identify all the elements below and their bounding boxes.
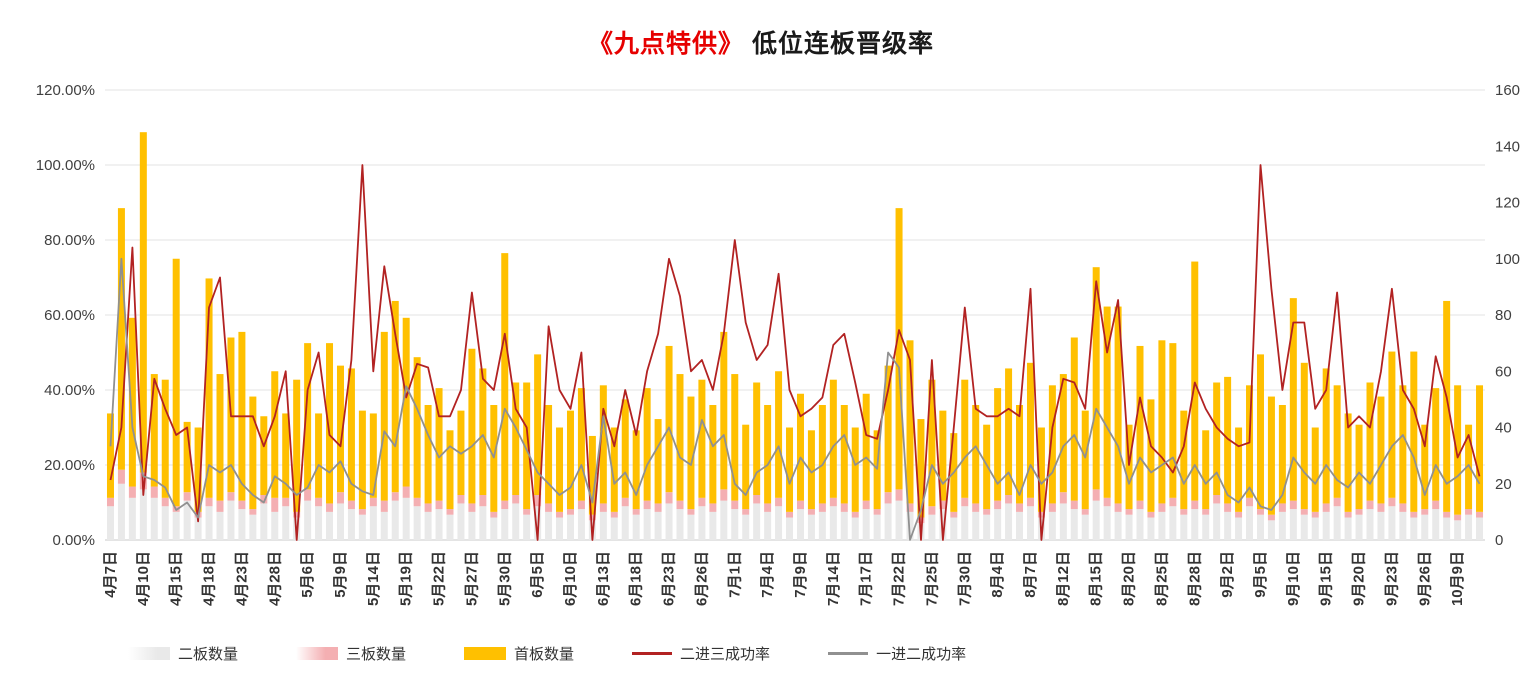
line-series-一进二成功率 xyxy=(109,257,1481,541)
svg-text:0: 0 xyxy=(1495,532,1503,549)
gridlines xyxy=(105,89,1485,541)
bar-series-首板数量 xyxy=(106,132,1484,518)
svg-text:4月15日: 4月15日 xyxy=(168,551,185,606)
svg-text:120.00%: 120.00% xyxy=(36,82,95,99)
right-axis-tick-labels: 160 140 120 100 80 60 40 20 0 xyxy=(1495,82,1520,549)
svg-text:60: 60 xyxy=(1495,363,1512,380)
legend-bar-swatch xyxy=(128,647,170,660)
legend-item-首板数量: 首板数量 xyxy=(464,643,574,664)
svg-text:160: 160 xyxy=(1495,82,1520,99)
legend-bar-swatch xyxy=(464,647,507,660)
svg-text:20.00%: 20.00% xyxy=(44,457,95,474)
legend-label: 二进三成功率 xyxy=(680,646,771,663)
svg-text:10月9日: 10月9日 xyxy=(1449,551,1466,606)
svg-text:5月14日: 5月14日 xyxy=(365,551,382,606)
svg-text:9月26日: 9月26日 xyxy=(1416,551,1433,606)
legend-line-swatch xyxy=(828,652,869,655)
legend-bar-swatch xyxy=(296,647,339,660)
svg-text:100.00%: 100.00% xyxy=(36,157,95,174)
svg-text:8月20日: 8月20日 xyxy=(1121,551,1138,606)
svg-text:40: 40 xyxy=(1495,420,1512,437)
svg-text:100: 100 xyxy=(1495,251,1520,268)
svg-text:8月25日: 8月25日 xyxy=(1153,551,1170,606)
svg-text:5月9日: 5月9日 xyxy=(332,551,349,598)
svg-text:0.00%: 0.00% xyxy=(52,532,95,549)
svg-text:7月22日: 7月22日 xyxy=(891,551,908,606)
svg-text:6月13日: 6月13日 xyxy=(595,551,612,606)
svg-text:120: 120 xyxy=(1495,195,1520,212)
svg-text:7月14日: 7月14日 xyxy=(825,551,842,606)
svg-text:7月9日: 7月9日 xyxy=(792,551,809,598)
svg-text:6月23日: 6月23日 xyxy=(661,551,678,606)
legend-label: 首板数量 xyxy=(514,646,575,663)
svg-text:9月2日: 9月2日 xyxy=(1219,551,1236,598)
svg-text:5月19日: 5月19日 xyxy=(398,551,415,606)
svg-text:7月1日: 7月1日 xyxy=(726,551,743,598)
svg-text:8月28日: 8月28日 xyxy=(1186,551,1203,606)
legend-item-一进二成功率: 一进二成功率 xyxy=(828,643,966,664)
svg-text:9月15日: 9月15日 xyxy=(1318,551,1335,606)
legend-label: 二板数量 xyxy=(178,646,239,663)
svg-text:8月4日: 8月4日 xyxy=(989,551,1006,598)
svg-text:7月17日: 7月17日 xyxy=(858,551,875,606)
svg-text:9月5日: 9月5日 xyxy=(1252,551,1269,598)
svg-text:6月10日: 6月10日 xyxy=(562,551,579,606)
x-axis-labels: 4月7日 4月10日 4月15日 4月18日 4月23日 4月28日 5月6日 5月9日 5月1… xyxy=(102,551,1466,606)
svg-text:40.00%: 40.00% xyxy=(44,382,95,399)
svg-text:9月23日: 9月23日 xyxy=(1383,551,1400,606)
svg-text:4月10日: 4月10日 xyxy=(135,551,152,606)
svg-text:9月10日: 9月10日 xyxy=(1285,551,1302,606)
chart-title-rest: 低位连板晋级率 xyxy=(744,30,934,58)
line-series-二进三成功率 xyxy=(109,164,1481,541)
svg-text:8月7日: 8月7日 xyxy=(1022,551,1039,598)
svg-text:20: 20 xyxy=(1495,476,1512,493)
chart-title-highlight: 《九点特供》 xyxy=(588,30,745,58)
svg-text:5月22日: 5月22日 xyxy=(431,551,448,606)
svg-text:4月7日: 4月7日 xyxy=(102,551,119,598)
svg-text:6月18日: 6月18日 xyxy=(628,551,645,606)
legend-label: 三板数量 xyxy=(346,646,407,663)
legend-line-swatch xyxy=(632,652,673,655)
left-axis-tick-labels: 120.00% 100.00% 80.00% 60.00% 40.00% 20.00% 0.… xyxy=(36,82,95,549)
svg-text:9月20日: 9月20日 xyxy=(1351,551,1368,606)
svg-text:7月30日: 7月30日 xyxy=(956,551,973,606)
legend-item-二进三成功率: 二进三成功率 xyxy=(632,643,770,664)
svg-text:8月15日: 8月15日 xyxy=(1088,551,1105,606)
svg-text:6月26日: 6月26日 xyxy=(693,551,710,606)
chart-legend: 二板数量 三板数量 首板数量 二进三成功率 一进二成功率 xyxy=(128,643,966,664)
svg-text:7月25日: 7月25日 xyxy=(923,551,940,606)
legend-label: 一进二成功率 xyxy=(876,646,967,663)
svg-text:4月18日: 4月18日 xyxy=(201,551,218,606)
svg-text:4月28日: 4月28日 xyxy=(266,551,283,606)
svg-text:60.00%: 60.00% xyxy=(44,307,95,324)
svg-text:140: 140 xyxy=(1495,138,1520,155)
svg-text:4月23日: 4月23日 xyxy=(233,551,250,606)
chart-title: 《九点特供》 低位连板晋级率 xyxy=(0,24,1522,60)
svg-text:5月30日: 5月30日 xyxy=(496,551,513,606)
legend-item-三板数量: 三板数量 xyxy=(296,643,406,664)
legend-item-二板数量: 二板数量 xyxy=(128,643,238,664)
svg-text:7月4日: 7月4日 xyxy=(759,551,776,598)
svg-text:6月5日: 6月5日 xyxy=(529,551,546,598)
svg-text:80.00%: 80.00% xyxy=(44,232,95,249)
svg-text:8月12日: 8月12日 xyxy=(1055,551,1072,606)
bar-series-二板数量 xyxy=(106,483,1484,541)
svg-text:5月27日: 5月27日 xyxy=(463,551,480,606)
svg-text:80: 80 xyxy=(1495,307,1512,324)
svg-text:5月6日: 5月6日 xyxy=(299,551,316,598)
